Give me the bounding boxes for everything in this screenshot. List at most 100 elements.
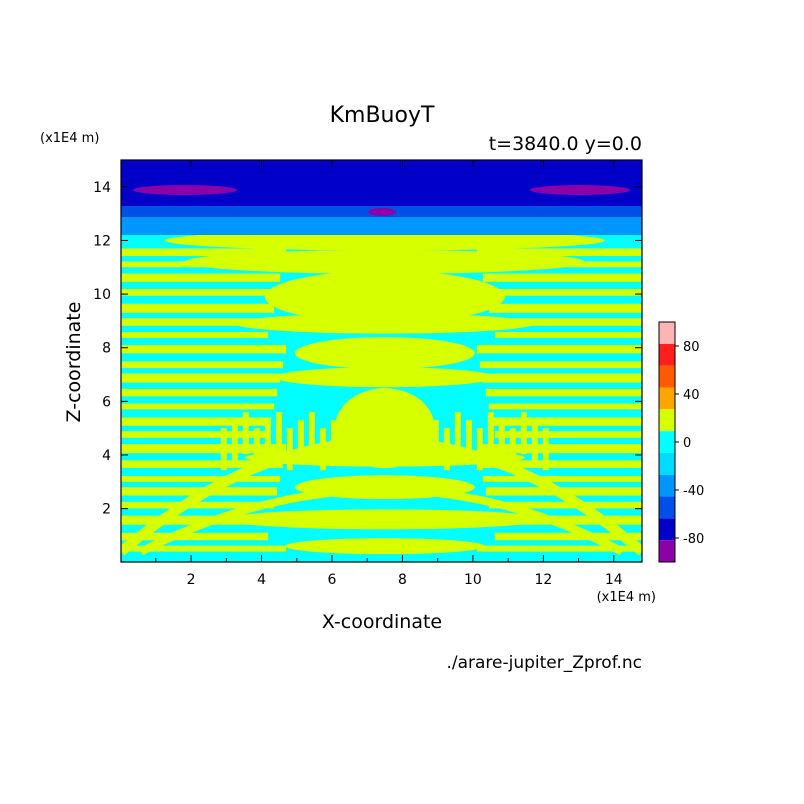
purple-patch-center xyxy=(368,208,396,216)
y-axis: 2 4 6 8 10 12 14 xyxy=(93,180,642,518)
colorbar-swatch xyxy=(659,452,675,475)
vertical-streak xyxy=(275,412,282,455)
band-left xyxy=(121,501,275,509)
band-right xyxy=(476,444,642,454)
x-tick-label: 4 xyxy=(257,572,266,588)
vertical-streak xyxy=(231,420,238,463)
band-left xyxy=(121,515,272,525)
band-left xyxy=(121,403,275,410)
vertical-streak xyxy=(220,428,227,471)
vertical-streak xyxy=(297,420,304,463)
band-left xyxy=(121,248,287,257)
band-right xyxy=(482,475,642,482)
arch-curve-inner xyxy=(139,485,624,556)
vertical-streak xyxy=(421,412,428,455)
band-left xyxy=(121,303,275,313)
band-right xyxy=(491,417,642,426)
colorbar-tick-label: 0 xyxy=(683,436,691,451)
band-left xyxy=(121,545,287,552)
x-axis-label: X-coordinate xyxy=(322,611,442,633)
band-right xyxy=(488,403,642,410)
band-right xyxy=(485,388,642,397)
y-axis-label: Z-coordinate xyxy=(63,302,85,423)
source-label: ./arare-jupiter_Zprof.nc xyxy=(446,653,642,673)
band-left xyxy=(121,373,281,383)
y-tick-label: 8 xyxy=(102,341,111,357)
chart-subtitle: t=3840.0 y=0.0 xyxy=(489,133,642,155)
vertical-streak xyxy=(476,428,483,471)
x-tick-label: 10 xyxy=(464,572,482,588)
band-right xyxy=(491,515,642,525)
vertical-streak xyxy=(308,412,315,455)
central-structures xyxy=(121,230,642,556)
band-right xyxy=(491,318,642,326)
band-right xyxy=(488,303,642,313)
colorbar-swatch xyxy=(659,387,675,410)
chart-title: KmBuoyT xyxy=(330,103,435,128)
vertical-streak xyxy=(341,412,348,455)
band-left xyxy=(121,532,269,541)
vertical-streak xyxy=(465,420,472,463)
vertical-streak xyxy=(454,412,461,455)
x-axis: 2 4 6 8 10 12 14 xyxy=(155,160,623,588)
band-left xyxy=(121,444,287,454)
band-right xyxy=(488,501,642,509)
colorbar-swatch xyxy=(659,474,675,497)
x-scale-label: (x1E4 m) xyxy=(597,590,656,605)
band-right xyxy=(485,487,642,496)
x-tick-label: 2 xyxy=(187,572,196,588)
x-tick-label: 14 xyxy=(605,572,623,588)
purple-patch-left xyxy=(133,185,237,195)
vertical-streak xyxy=(253,428,260,471)
band-right xyxy=(476,345,642,354)
vertical-streak xyxy=(242,412,249,455)
band-right xyxy=(485,288,642,296)
colorbar-swatch xyxy=(659,409,675,432)
x-tick-label: 6 xyxy=(328,572,337,588)
y-tick-label: 10 xyxy=(93,287,111,303)
colorbar-tick-label: 80 xyxy=(683,340,700,355)
y-tick-label: 4 xyxy=(102,448,111,464)
y-tick-label: 12 xyxy=(93,233,111,249)
colorbar-swatch xyxy=(659,343,675,366)
band-left xyxy=(121,331,269,338)
plot-frame xyxy=(120,159,643,563)
y-scale-label: (x1E4 m) xyxy=(40,131,99,146)
vertical-streak xyxy=(487,412,494,455)
colorbar-swatch xyxy=(659,365,675,388)
vertical-streak xyxy=(286,428,293,471)
band-right xyxy=(494,431,642,438)
vertical-streak xyxy=(509,428,516,471)
band-right xyxy=(482,273,642,282)
band-right xyxy=(494,532,642,541)
band-left xyxy=(121,417,272,426)
band-right xyxy=(476,545,642,552)
band-right xyxy=(476,248,642,257)
y-tick-label: 14 xyxy=(93,180,111,196)
central-blob xyxy=(234,313,535,334)
band-right xyxy=(494,331,642,338)
colorbar-swatch xyxy=(659,496,675,519)
y-tick-label: 2 xyxy=(102,502,111,518)
central-blob xyxy=(284,538,485,555)
band-right xyxy=(482,373,642,383)
band-left xyxy=(121,318,272,326)
vertical-streak xyxy=(498,420,505,463)
y-tick-label: 6 xyxy=(102,394,111,410)
central-blob xyxy=(334,388,435,469)
colorbar-swatch xyxy=(659,518,675,541)
band-left xyxy=(121,361,284,369)
central-blob xyxy=(274,367,495,388)
band-right xyxy=(479,361,642,369)
vertical-streak xyxy=(531,420,538,463)
colorbar: 80 40 0 -40 -80 xyxy=(658,321,704,563)
colorbar-tick-label: 40 xyxy=(683,388,700,403)
band-left xyxy=(121,475,281,482)
band-right xyxy=(479,460,642,468)
arch-curve xyxy=(121,436,642,556)
x-tick-label: 12 xyxy=(534,572,552,588)
band-left xyxy=(121,288,278,296)
band-left xyxy=(121,345,287,354)
band-left xyxy=(121,273,281,282)
